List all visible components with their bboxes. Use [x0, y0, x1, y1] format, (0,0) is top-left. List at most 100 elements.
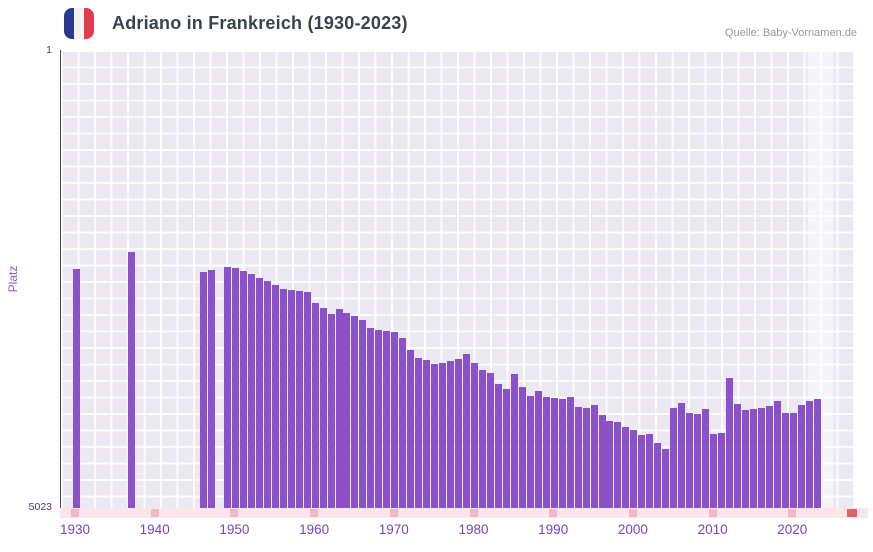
bar[interactable] [478, 369, 486, 508]
bar[interactable] [359, 319, 367, 508]
bar[interactable] [678, 402, 686, 508]
bar[interactable] [431, 363, 439, 508]
bar[interactable] [773, 400, 781, 508]
bar[interactable] [319, 307, 327, 508]
bar[interactable] [486, 372, 494, 508]
bar[interactable] [765, 406, 773, 508]
bar[interactable] [686, 413, 694, 508]
bar[interactable] [287, 289, 295, 508]
bar[interactable] [566, 396, 574, 508]
bar[interactable] [749, 409, 757, 508]
bar[interactable] [534, 390, 542, 508]
bar[interactable] [694, 414, 702, 508]
bar[interactable] [255, 278, 263, 508]
y-tick-top: 1 [46, 44, 52, 56]
y-tick-bottom: 5023 [28, 501, 52, 513]
bar[interactable] [335, 308, 343, 508]
flag-stripe-blue [64, 8, 74, 39]
bar[interactable] [502, 388, 510, 508]
bar[interactable] [367, 327, 375, 508]
x-tick-label: 2000 [617, 522, 648, 537]
bar[interactable] [447, 360, 455, 508]
bar[interactable] [351, 315, 359, 508]
bar[interactable] [207, 270, 215, 508]
bar[interactable] [638, 435, 646, 508]
bar[interactable] [391, 331, 399, 508]
flag-stripe-red [84, 8, 94, 39]
bar[interactable] [710, 434, 718, 508]
bar[interactable] [606, 421, 614, 508]
bar[interactable] [415, 357, 423, 508]
x-tick-label: 1970 [378, 522, 409, 537]
bar[interactable] [407, 349, 415, 508]
bar[interactable] [702, 409, 710, 508]
timeline-decade-mark [469, 509, 478, 517]
timeline-decade-mark [389, 509, 398, 517]
bar[interactable] [494, 383, 502, 508]
bar[interactable] [805, 400, 813, 508]
bar[interactable] [200, 272, 208, 508]
chart-title: Adriano in Frankreich (1930-2023) [112, 13, 408, 33]
bar[interactable] [223, 267, 231, 508]
bar[interactable] [72, 269, 80, 508]
bar[interactable] [128, 252, 136, 508]
bar[interactable] [311, 302, 319, 508]
bar[interactable] [813, 398, 821, 508]
bar[interactable] [670, 408, 678, 508]
bar[interactable] [726, 377, 734, 508]
timeline-decade-mark [71, 509, 79, 517]
bar[interactable] [598, 415, 606, 508]
bar[interactable] [271, 285, 279, 508]
bar[interactable] [550, 397, 558, 508]
bar[interactable] [510, 373, 518, 508]
bar[interactable] [375, 329, 383, 508]
bar[interactable] [279, 288, 287, 508]
x-tick-label: 1930 [59, 522, 91, 537]
plot-area [60, 50, 855, 508]
bar[interactable] [231, 268, 239, 508]
bar[interactable] [295, 290, 303, 508]
bar[interactable] [558, 398, 566, 508]
bar[interactable] [239, 271, 247, 508]
bar[interactable] [582, 408, 590, 508]
bar[interactable] [614, 422, 622, 508]
bar[interactable] [734, 404, 741, 508]
bar[interactable] [781, 413, 789, 508]
timeline-decade-mark [150, 509, 159, 517]
timeline-decade-mark [708, 509, 717, 517]
bar[interactable] [471, 362, 478, 508]
bar[interactable] [654, 443, 662, 508]
bar[interactable] [797, 405, 805, 508]
bar[interactable] [718, 433, 726, 508]
bar[interactable] [590, 405, 598, 508]
bar[interactable] [574, 407, 582, 508]
bar[interactable] [303, 292, 311, 508]
bar[interactable] [263, 281, 271, 508]
bar[interactable] [518, 386, 526, 508]
bar[interactable] [646, 434, 654, 508]
bar[interactable] [463, 353, 471, 508]
bar[interactable] [630, 430, 638, 508]
bar[interactable] [741, 410, 749, 508]
france-flag-icon [64, 8, 94, 39]
bar[interactable] [455, 358, 463, 508]
bar[interactable] [662, 449, 670, 508]
x-tick-label: 1960 [299, 522, 330, 537]
bar[interactable] [622, 427, 630, 508]
x-tick-label: 2010 [697, 522, 728, 537]
bar[interactable] [526, 395, 534, 508]
x-tick-label: 1980 [458, 522, 489, 537]
bar[interactable] [383, 330, 391, 508]
bar[interactable] [542, 396, 550, 508]
bar[interactable] [757, 408, 765, 508]
bar[interactable] [439, 362, 447, 508]
x-tick-label: 1940 [139, 522, 170, 537]
bar[interactable] [399, 337, 407, 508]
bar[interactable] [247, 274, 255, 508]
timeline-decade-mark [628, 509, 637, 517]
bar[interactable] [423, 359, 431, 508]
bar[interactable] [789, 413, 797, 508]
bar[interactable] [343, 312, 351, 508]
bar[interactable] [327, 313, 335, 508]
